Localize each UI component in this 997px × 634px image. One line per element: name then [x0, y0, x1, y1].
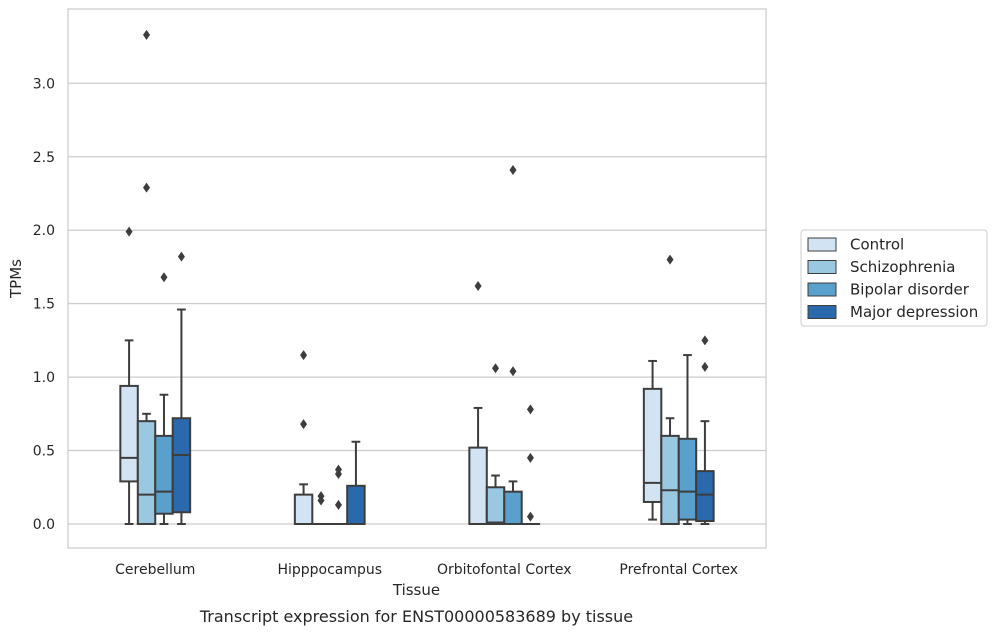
box-body — [346, 484, 366, 525]
x-tick-label: Prefrontal Cortex — [619, 562, 738, 578]
box-body — [119, 384, 139, 483]
outlier-point — [701, 335, 709, 346]
outlier-point — [509, 366, 517, 377]
outlier-point — [143, 182, 151, 193]
box-body — [660, 434, 680, 525]
y-tick-label: 0.0 — [33, 517, 55, 533]
plot-area — [119, 29, 715, 526]
box — [468, 281, 488, 525]
box — [293, 350, 314, 525]
legend: Control Schizophrenia Bipolar disorder Majo… — [800, 229, 988, 327]
box — [695, 335, 715, 525]
box — [503, 164, 523, 526]
box — [677, 354, 698, 525]
legend-label: Bipolar disorder — [850, 281, 970, 299]
outlier-point — [300, 419, 308, 430]
box — [119, 226, 139, 525]
outlier-point — [526, 404, 534, 415]
legend-frame — [800, 229, 988, 327]
y-tick-label: 1.5 — [33, 297, 55, 313]
legend-swatch — [807, 282, 837, 297]
box — [154, 272, 174, 525]
box — [171, 251, 192, 525]
legend-swatch — [807, 260, 837, 274]
outlier-point — [474, 281, 482, 292]
legend-swatch — [807, 237, 837, 252]
outlier-point — [492, 363, 500, 374]
outlier-point — [160, 272, 168, 283]
outlier-point — [125, 226, 133, 237]
y-tick-label: 3.0 — [33, 76, 55, 92]
x-tick-label: Cerebellum — [115, 562, 195, 578]
outlier-point — [177, 251, 185, 262]
legend-label: Control — [850, 236, 904, 254]
outlier-point — [509, 164, 517, 175]
y-tick-label: 2.0 — [33, 223, 55, 239]
outlier-point — [526, 511, 534, 522]
outlier-point — [334, 464, 342, 475]
box-body — [154, 434, 174, 515]
box — [346, 440, 366, 525]
chart-caption: Transcript expression for ENST0000058368… — [199, 607, 633, 626]
outlier-point — [334, 499, 342, 510]
outlier-point — [701, 361, 709, 372]
box-body — [677, 437, 698, 521]
outlier-point — [666, 254, 674, 265]
outlier-point — [300, 350, 308, 361]
box-body — [485, 486, 506, 525]
box — [520, 404, 541, 526]
plot-frame — [67, 8, 767, 549]
box — [485, 363, 506, 525]
y-tick-label: 2.5 — [33, 150, 55, 166]
y-tick-label: 1.0 — [33, 370, 55, 386]
box-body — [503, 490, 523, 526]
legend-swatch — [807, 305, 837, 319]
box-body — [468, 446, 488, 525]
x-tick-label: Hipppocampus — [277, 562, 382, 578]
x-tick-label: Orbitofontal Cortex — [437, 562, 572, 578]
y-axis: 0.0 0.5 1.0 1.5 2.0 2.5 3.0 — [33, 76, 55, 533]
box-body — [293, 493, 314, 525]
x-axis: Cerebellum Hipppocampus Orbitofontal Corte… — [115, 562, 738, 578]
box-body — [136, 420, 157, 526]
box-body — [695, 470, 715, 523]
box-body — [171, 417, 192, 514]
legend-label: Major depression — [850, 303, 978, 321]
y-tick-label: 0.5 — [33, 444, 55, 460]
outlier-point — [317, 491, 325, 502]
outlier-point — [143, 29, 151, 40]
box-body — [642, 387, 663, 503]
x-axis-title: Tissue — [392, 581, 440, 599]
y-axis-title: TPMs — [7, 259, 25, 299]
box — [311, 491, 331, 526]
legend-label: Schizophrenia — [850, 258, 955, 276]
outlier-point — [526, 452, 534, 463]
